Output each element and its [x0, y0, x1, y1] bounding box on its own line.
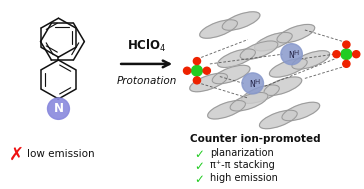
Circle shape [193, 77, 201, 84]
Text: H: H [294, 50, 299, 56]
Circle shape [341, 49, 352, 60]
Circle shape [203, 67, 210, 74]
Ellipse shape [264, 77, 302, 95]
Ellipse shape [254, 33, 292, 51]
Text: N: N [289, 51, 294, 60]
Text: ✓: ✓ [194, 160, 204, 173]
Ellipse shape [242, 85, 279, 103]
Ellipse shape [292, 51, 330, 69]
Ellipse shape [230, 93, 268, 111]
Ellipse shape [277, 24, 315, 43]
Ellipse shape [260, 110, 297, 129]
Text: low emission: low emission [27, 149, 94, 159]
Circle shape [48, 98, 70, 119]
Ellipse shape [222, 12, 260, 30]
Ellipse shape [212, 65, 250, 84]
Circle shape [353, 51, 360, 58]
Ellipse shape [218, 49, 256, 67]
Circle shape [242, 73, 264, 94]
Circle shape [183, 67, 191, 74]
Ellipse shape [200, 20, 237, 38]
Ellipse shape [208, 101, 245, 119]
Text: N: N [250, 80, 256, 89]
Text: ✓: ✓ [194, 173, 204, 186]
Circle shape [193, 58, 201, 65]
Circle shape [191, 65, 202, 76]
Circle shape [343, 60, 350, 67]
Text: ✓: ✓ [194, 148, 204, 161]
Ellipse shape [190, 73, 228, 92]
Text: high emission: high emission [210, 173, 278, 183]
Ellipse shape [240, 41, 278, 59]
Text: planarization: planarization [210, 148, 274, 158]
Text: N: N [54, 102, 63, 115]
Circle shape [281, 44, 302, 65]
Text: Counter ion-promoted: Counter ion-promoted [190, 134, 321, 144]
Text: ✗: ✗ [9, 145, 24, 163]
Ellipse shape [269, 59, 307, 77]
Circle shape [343, 41, 350, 48]
Ellipse shape [282, 102, 320, 121]
Text: π⁺-π stacking: π⁺-π stacking [210, 160, 275, 170]
Text: Protonation: Protonation [116, 76, 177, 86]
Circle shape [333, 51, 340, 58]
Text: H: H [255, 79, 260, 85]
Text: HClO$_4$: HClO$_4$ [127, 38, 166, 54]
